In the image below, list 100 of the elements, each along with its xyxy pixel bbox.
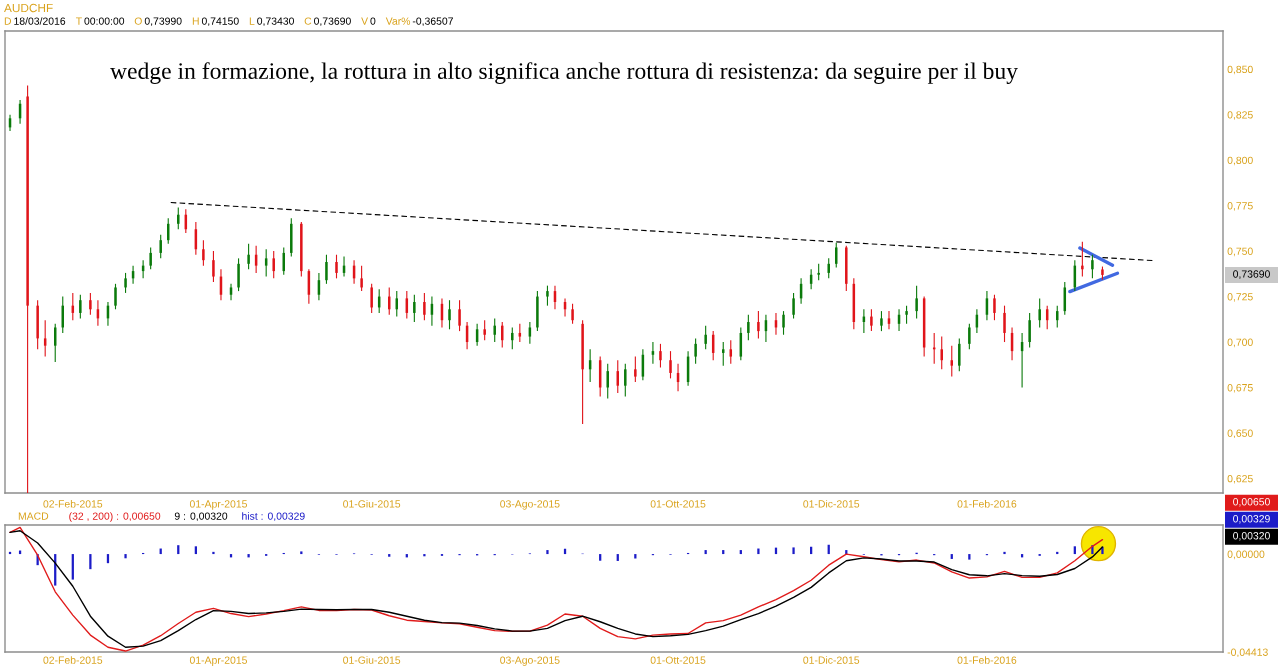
text: 0,00329 bbox=[1233, 515, 1270, 524]
candlestick bbox=[500, 321, 504, 349]
bar bbox=[1003, 551, 1006, 555]
text: hist : bbox=[242, 512, 263, 520]
y-tick-label: 0,800 bbox=[1227, 156, 1253, 166]
x-tick-label: 01-Apr-2015 bbox=[189, 656, 247, 666]
bar bbox=[634, 554, 637, 559]
candlestick bbox=[1028, 312, 1031, 349]
text: 0,00329 bbox=[267, 512, 305, 522]
candlestick bbox=[177, 206, 180, 230]
y-tick-label: 0,725 bbox=[1227, 293, 1253, 302]
annotation: wedge in formazione, la rottura in alto significa anche rottura di resistenza: da seguire per il buy bbox=[110, 62, 1018, 84]
candlestick bbox=[272, 250, 275, 279]
candlestick bbox=[114, 283, 117, 310]
text: 0,73690 bbox=[1233, 270, 1270, 279]
candlestick bbox=[634, 356, 637, 383]
chart-title: MACD bbox=[18, 512, 49, 520]
candlestick bbox=[448, 299, 451, 330]
candlestick bbox=[792, 292, 795, 319]
candlestick bbox=[370, 283, 373, 314]
x-tick-label: 01-Feb-2016 bbox=[957, 656, 1017, 664]
x-tick-label: 01-Giu-2015 bbox=[343, 499, 401, 508]
candlestick bbox=[968, 323, 971, 350]
candlestick bbox=[915, 285, 918, 319]
x-tick-label: 01-Giu-2015 bbox=[343, 656, 401, 664]
x-tick-label: 01-Feb-2016 bbox=[957, 499, 1017, 508]
text: 0,00650 bbox=[123, 512, 161, 522]
candlestick bbox=[782, 310, 785, 336]
candlestick bbox=[571, 303, 574, 325]
bar bbox=[792, 547, 795, 555]
candlestick bbox=[458, 299, 461, 332]
y-tick-label: 0,850 bbox=[1227, 65, 1253, 75]
candlestick bbox=[1003, 305, 1006, 343]
bar bbox=[388, 554, 391, 557]
y-tick-label: 0,00000 bbox=[1227, 550, 1265, 560]
bar bbox=[212, 551, 215, 555]
candlestick bbox=[483, 319, 486, 341]
candlestick bbox=[958, 337, 961, 372]
y-tick-label: 0,700 bbox=[1227, 338, 1253, 348]
bar bbox=[300, 551, 303, 555]
x-tick-label: 01-Dic-2015 bbox=[803, 656, 860, 664]
candlestick bbox=[747, 314, 750, 341]
x-tick-label: 03-Ago-2015 bbox=[500, 656, 560, 666]
candlestick bbox=[360, 265, 363, 292]
candlestick bbox=[940, 336, 943, 370]
candlestick bbox=[694, 337, 697, 365]
candlestick bbox=[124, 272, 127, 294]
y-tick-label: 0,825 bbox=[1227, 111, 1253, 120]
bar bbox=[89, 554, 92, 570]
bar bbox=[950, 554, 953, 559]
chart-title: AUDCHF bbox=[4, 3, 53, 13]
bar bbox=[71, 554, 74, 580]
text: 0,00320 bbox=[190, 512, 228, 522]
candlestick bbox=[905, 305, 908, 325]
x-tick-label: 02-Feb-2015 bbox=[43, 499, 103, 508]
x-tick-label: 01-Ott-2015 bbox=[650, 500, 706, 508]
candlestick bbox=[1038, 297, 1041, 329]
y-tick-label: 0,625 bbox=[1227, 474, 1253, 484]
y-tick-label: 0,775 bbox=[1227, 202, 1253, 211]
candlestick bbox=[757, 310, 760, 339]
text: D 18/03/2016 T 00:00:00 O 0,73990 H 0,74150 L 0,73430 C 0,73690 V 0 Var% -0,36507 bbox=[4, 17, 453, 27]
candlestick bbox=[325, 254, 328, 285]
candlestick bbox=[413, 294, 416, 323]
candlestick bbox=[1056, 305, 1059, 329]
candlestick bbox=[870, 308, 873, 332]
bar bbox=[599, 554, 602, 561]
candlestick bbox=[247, 243, 250, 270]
candlestick bbox=[827, 257, 830, 279]
x-tick-label: 01-Apr-2015 bbox=[189, 500, 247, 510]
y-tick-label: 0,650 bbox=[1227, 429, 1253, 439]
y-tick-label: 0,750 bbox=[1227, 247, 1253, 257]
candlestick bbox=[212, 250, 215, 283]
bar bbox=[546, 550, 549, 555]
x-tick-label: 03-Ago-2015 bbox=[500, 500, 560, 510]
bar bbox=[423, 554, 426, 557]
candlestick bbox=[835, 242, 838, 269]
candlestick bbox=[202, 239, 205, 267]
text: 9 : bbox=[174, 512, 186, 520]
x-tick-label: 01-Dic-2015 bbox=[803, 499, 860, 508]
candlestick bbox=[606, 363, 609, 399]
candlestick bbox=[335, 254, 338, 279]
text: (32 , 200) : bbox=[69, 512, 119, 522]
candlestick bbox=[546, 285, 549, 307]
candlestick bbox=[704, 325, 707, 350]
candlestick bbox=[1081, 241, 1084, 278]
candlestick bbox=[493, 317, 496, 343]
candlestick bbox=[659, 343, 662, 369]
bar bbox=[247, 554, 250, 558]
bar bbox=[757, 548, 760, 555]
candlestick bbox=[149, 246, 152, 270]
candlestick bbox=[89, 292, 92, 316]
candlestick bbox=[624, 363, 627, 398]
text: 0,00650 bbox=[1233, 498, 1270, 507]
y-tick-label: 0,675 bbox=[1227, 384, 1253, 393]
text: 0,00320 bbox=[1233, 532, 1270, 541]
candlestick bbox=[423, 292, 426, 321]
y-tick-label: -0,04413 bbox=[1227, 648, 1268, 658]
candlestick bbox=[237, 257, 240, 292]
x-tick-label: 02-Feb-2015 bbox=[43, 656, 103, 664]
candlestick bbox=[79, 294, 82, 319]
